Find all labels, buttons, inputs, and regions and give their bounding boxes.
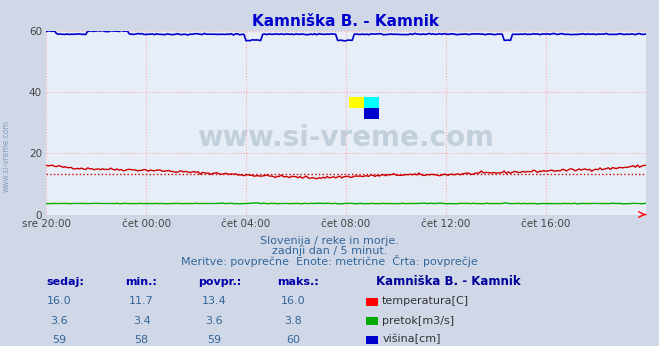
Text: 3.4: 3.4 [133, 316, 150, 326]
Text: 13.4: 13.4 [202, 297, 227, 307]
Text: višina[cm]: višina[cm] [382, 334, 441, 345]
Text: 3.6: 3.6 [51, 316, 68, 326]
Text: 59: 59 [52, 335, 67, 345]
Text: 3.6: 3.6 [206, 316, 223, 326]
Text: pretok[m3/s]: pretok[m3/s] [382, 316, 454, 326]
Text: Meritve: povprečne  Enote: metrične  Črta: povprečje: Meritve: povprečne Enote: metrične Črta:… [181, 255, 478, 267]
Text: 16.0: 16.0 [281, 297, 306, 307]
Text: 60: 60 [286, 335, 301, 345]
Text: zadnji dan / 5 minut.: zadnji dan / 5 minut. [272, 246, 387, 256]
FancyBboxPatch shape [349, 97, 364, 108]
Text: sedaj:: sedaj: [46, 277, 84, 288]
Text: 16.0: 16.0 [47, 297, 72, 307]
Text: maks.:: maks.: [277, 277, 318, 288]
Text: www.si-vreme.com: www.si-vreme.com [2, 120, 11, 192]
Text: www.si-vreme.com: www.si-vreme.com [198, 124, 494, 152]
FancyBboxPatch shape [364, 97, 379, 108]
Text: povpr.:: povpr.: [198, 277, 241, 288]
Text: min.:: min.: [125, 277, 157, 288]
Text: 11.7: 11.7 [129, 297, 154, 307]
Text: Kamniška B. - Kamnik: Kamniška B. - Kamnik [376, 275, 520, 289]
Text: 3.8: 3.8 [285, 316, 302, 326]
Title: Kamniška B. - Kamnik: Kamniška B. - Kamnik [252, 13, 440, 29]
Text: 59: 59 [207, 335, 221, 345]
FancyBboxPatch shape [364, 108, 379, 119]
Text: 58: 58 [134, 335, 149, 345]
Text: Slovenija / reke in morje.: Slovenija / reke in morje. [260, 236, 399, 246]
Text: temperatura[C]: temperatura[C] [382, 297, 469, 307]
